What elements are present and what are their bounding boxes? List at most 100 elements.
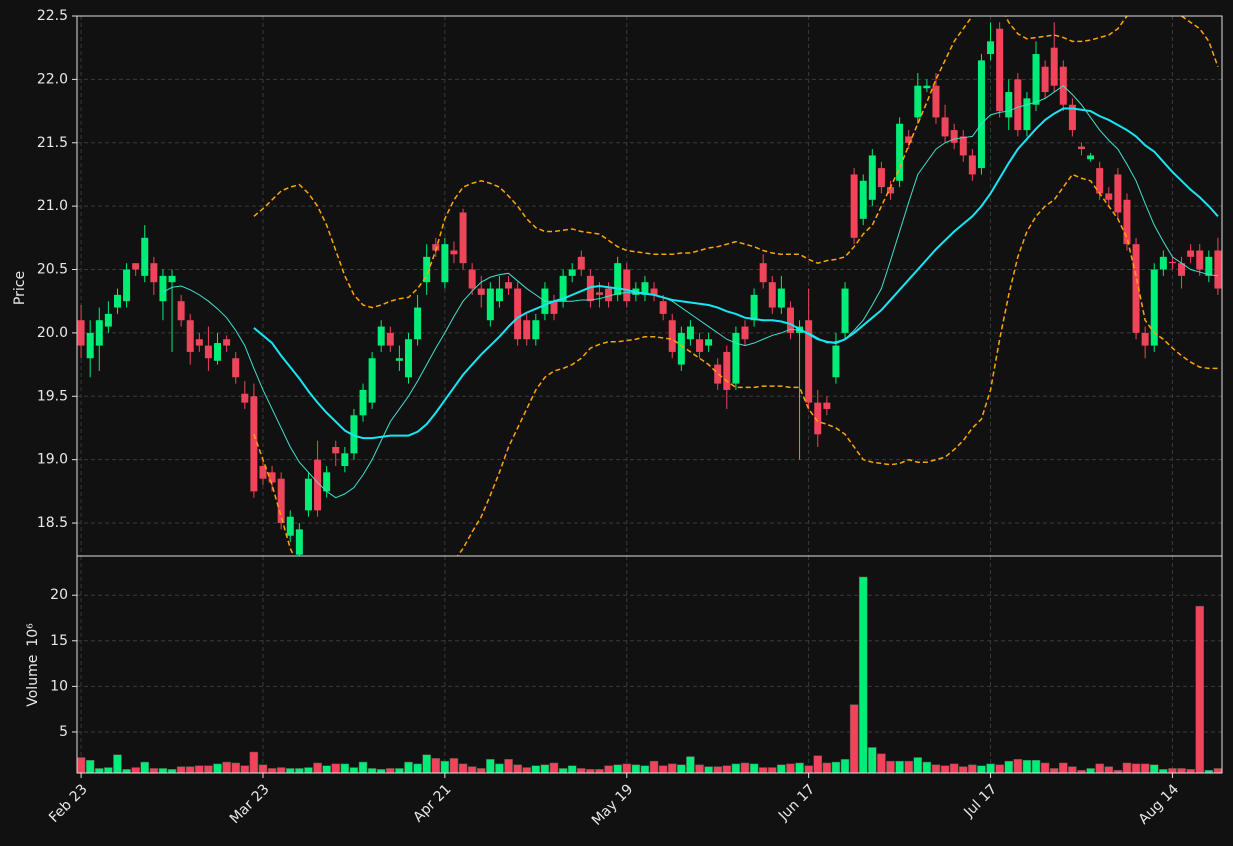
indicator-line (253, 16, 1219, 309)
volume-bar (1095, 763, 1104, 774)
candle-body (723, 351, 731, 390)
candle-body (277, 478, 285, 524)
volume-bar (495, 763, 504, 774)
candle-body (659, 301, 667, 314)
candle-body (414, 307, 422, 340)
candle-body (250, 396, 258, 492)
candle-body (914, 85, 922, 118)
volume-bar (904, 760, 913, 774)
volume-bar (376, 769, 386, 774)
volume-bar (149, 768, 159, 774)
candle-body (486, 288, 494, 321)
y-tick-label: 21.5 (37, 135, 68, 151)
volume-bar (540, 764, 550, 774)
candle-body (505, 282, 513, 289)
candle-body (450, 250, 458, 255)
candle-body (232, 358, 240, 378)
candle-body (805, 320, 813, 403)
candle-body (595, 292, 603, 295)
volume-bar (658, 765, 668, 774)
candle-body (623, 269, 631, 302)
volume-bar (868, 747, 877, 774)
candle-body (532, 320, 540, 340)
candle-body (1041, 66, 1049, 93)
volume-bar (749, 763, 759, 774)
candle-body (823, 402, 831, 409)
candle-body (295, 529, 303, 555)
volume-bar (1159, 769, 1168, 774)
volume-bar (422, 754, 431, 774)
volume-bar (77, 757, 86, 774)
candle-body (977, 60, 985, 169)
volume-bar (158, 768, 168, 774)
candle-body (741, 326, 749, 340)
volume-bar (113, 754, 122, 774)
volume-bar (831, 761, 841, 774)
candle-body (159, 275, 167, 302)
candle-body (1087, 155, 1095, 160)
volume-bar (549, 762, 559, 774)
candle-body (304, 478, 312, 511)
volume-bar (686, 756, 695, 774)
volume-bar (467, 766, 477, 774)
candle-body (141, 237, 149, 276)
candle-body (523, 320, 531, 340)
volume-frame (76, 555, 1223, 774)
volume-bar (959, 766, 968, 774)
candle-body (341, 453, 349, 466)
volume-bar (822, 762, 832, 774)
volume-bar (1004, 760, 1013, 774)
candle-body (113, 294, 121, 308)
y-tick-label: 19.5 (37, 388, 68, 404)
candle-body (404, 339, 412, 378)
volume-grid (77, 556, 1222, 773)
y-tick-label: 20.5 (37, 262, 68, 278)
candle-body (605, 288, 613, 302)
candle-body (1105, 193, 1113, 200)
candle-body (887, 187, 895, 194)
candle-body (259, 466, 267, 479)
volume-bar (1168, 768, 1177, 774)
volume-bar (567, 765, 577, 774)
volume-bar (622, 763, 632, 774)
volume-bar (977, 765, 986, 774)
volume-bar (913, 757, 923, 774)
candle-body (859, 180, 867, 219)
volume-axis-label-text: Volume (25, 655, 41, 707)
volume-bar (195, 765, 204, 774)
volume-bar (276, 767, 286, 774)
candle-body (696, 339, 704, 352)
volume-bar (813, 755, 822, 774)
candle-body (1114, 174, 1122, 213)
volume-bar (231, 762, 240, 774)
volume-plot (77, 576, 1223, 774)
candle-body (1014, 79, 1022, 131)
candle-body (1096, 168, 1104, 194)
candle-body (668, 320, 676, 352)
volume-bar (795, 762, 804, 774)
candle-body (204, 345, 212, 359)
volume-bar (613, 764, 622, 774)
volume-bar (1131, 763, 1141, 774)
volume-bar (95, 768, 104, 774)
volume-bar (431, 758, 441, 774)
volume-bar (804, 765, 813, 774)
volume-axis-unit: 10⁶ (25, 623, 41, 647)
candle-body (1159, 256, 1167, 270)
candle-body (268, 472, 276, 483)
y-tick-label: 5 (59, 724, 68, 740)
volume-bar (249, 751, 259, 774)
candle-body (332, 446, 340, 454)
volume-bar (477, 768, 486, 774)
candle-body (286, 516, 294, 536)
candle-body (1068, 104, 1076, 131)
candle-body (368, 358, 376, 403)
volume-bar (786, 763, 795, 774)
candle-body (1187, 250, 1195, 257)
candle-body (568, 269, 576, 276)
candle-body (514, 288, 522, 340)
volume-bar (740, 762, 750, 774)
volume-bar (631, 764, 641, 774)
volume-bar (140, 761, 150, 774)
